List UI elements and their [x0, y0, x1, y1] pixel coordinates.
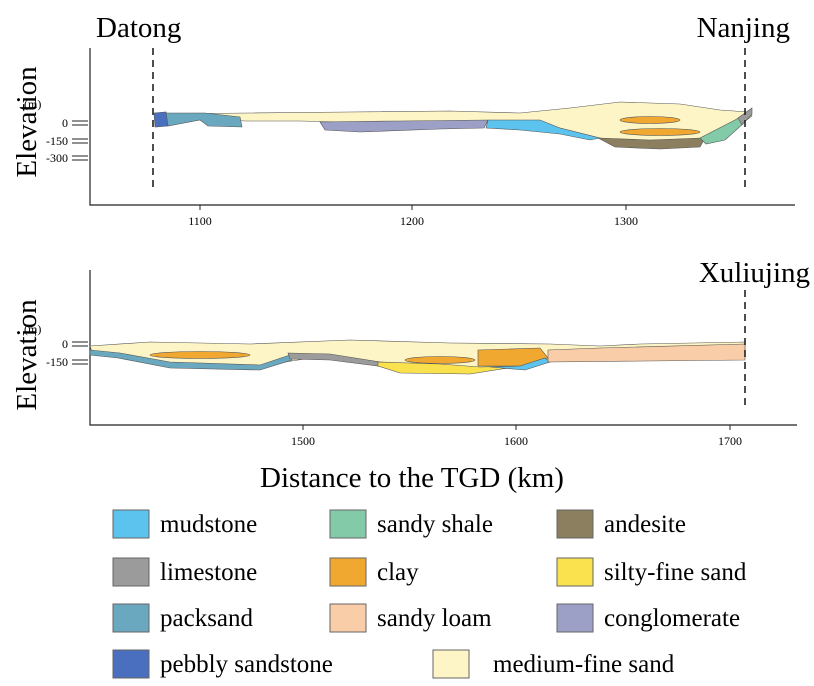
- legend-label: clay: [377, 559, 419, 586]
- legend-label: limestone: [160, 559, 257, 586]
- y-tick-label: -150: [46, 355, 68, 369]
- layer: [619, 128, 701, 136]
- x-tick-label: 1200: [400, 214, 424, 228]
- legend-label: medium-fine sand: [493, 651, 675, 678]
- y-axis-label: Elevation: [11, 299, 43, 411]
- layer: [377, 361, 521, 375]
- legend-swatch: [112, 603, 150, 633]
- right-label: Nanjing: [697, 12, 790, 44]
- legend-swatch: [329, 557, 367, 587]
- legend-label: sandy shale: [377, 511, 493, 538]
- legend-swatch: [329, 603, 367, 633]
- legend-swatch: [112, 557, 150, 587]
- right-label: Xuliujing: [699, 257, 810, 289]
- x-axis-label: Distance to the TGD (km): [260, 462, 564, 494]
- y-tick-label: -300: [46, 151, 68, 165]
- legend-label: sandy loam: [377, 605, 492, 632]
- axis: [89, 270, 797, 426]
- legend-label: pebbly sandstone: [160, 651, 333, 678]
- x-tick-label: 1100: [188, 214, 212, 228]
- y-unit: (m): [24, 322, 41, 336]
- y-unit: (m): [24, 97, 41, 111]
- layer: [319, 119, 489, 133]
- layer: [489, 357, 551, 371]
- legend-label: silty-fine sand: [604, 559, 747, 586]
- layer: [485, 119, 601, 141]
- legend-label: andesite: [604, 511, 686, 538]
- legend-label: mudstone: [160, 511, 257, 538]
- layer: [149, 351, 251, 359]
- panel-bottom: Xuliujing Elevation (m): [11, 257, 810, 426]
- x-tick-label: 1500: [291, 434, 315, 448]
- legend-label: packsand: [160, 605, 254, 632]
- x-tick-label: 1700: [718, 434, 742, 448]
- legend-swatch: [329, 509, 367, 539]
- layer: [164, 112, 243, 128]
- legend-swatch: [556, 557, 594, 587]
- y-tick-label: 0: [62, 116, 68, 130]
- layer: [597, 137, 706, 150]
- x-tick-label: 1600: [504, 434, 528, 448]
- y-axis-label: Elevation: [11, 66, 43, 178]
- layer: [89, 349, 293, 371]
- y-tick-label: 0: [62, 337, 68, 351]
- legend-swatch: [556, 603, 594, 633]
- layer: [404, 356, 476, 364]
- layer: [153, 111, 169, 128]
- legend-swatch: [556, 509, 594, 539]
- legend-swatch: [432, 649, 470, 679]
- layer: [619, 116, 681, 124]
- legend-swatch: [112, 649, 150, 679]
- x-tick-label: 1300: [614, 214, 638, 228]
- layer: [737, 107, 753, 126]
- left-label: Datong: [96, 12, 181, 44]
- legend-swatch: [112, 509, 150, 539]
- legend-label: conglomerate: [604, 605, 740, 632]
- axis: [89, 48, 795, 206]
- y-tick-label: -150: [46, 134, 68, 148]
- panel-top: Datong Nanjing Elevation (m): [11, 12, 795, 206]
